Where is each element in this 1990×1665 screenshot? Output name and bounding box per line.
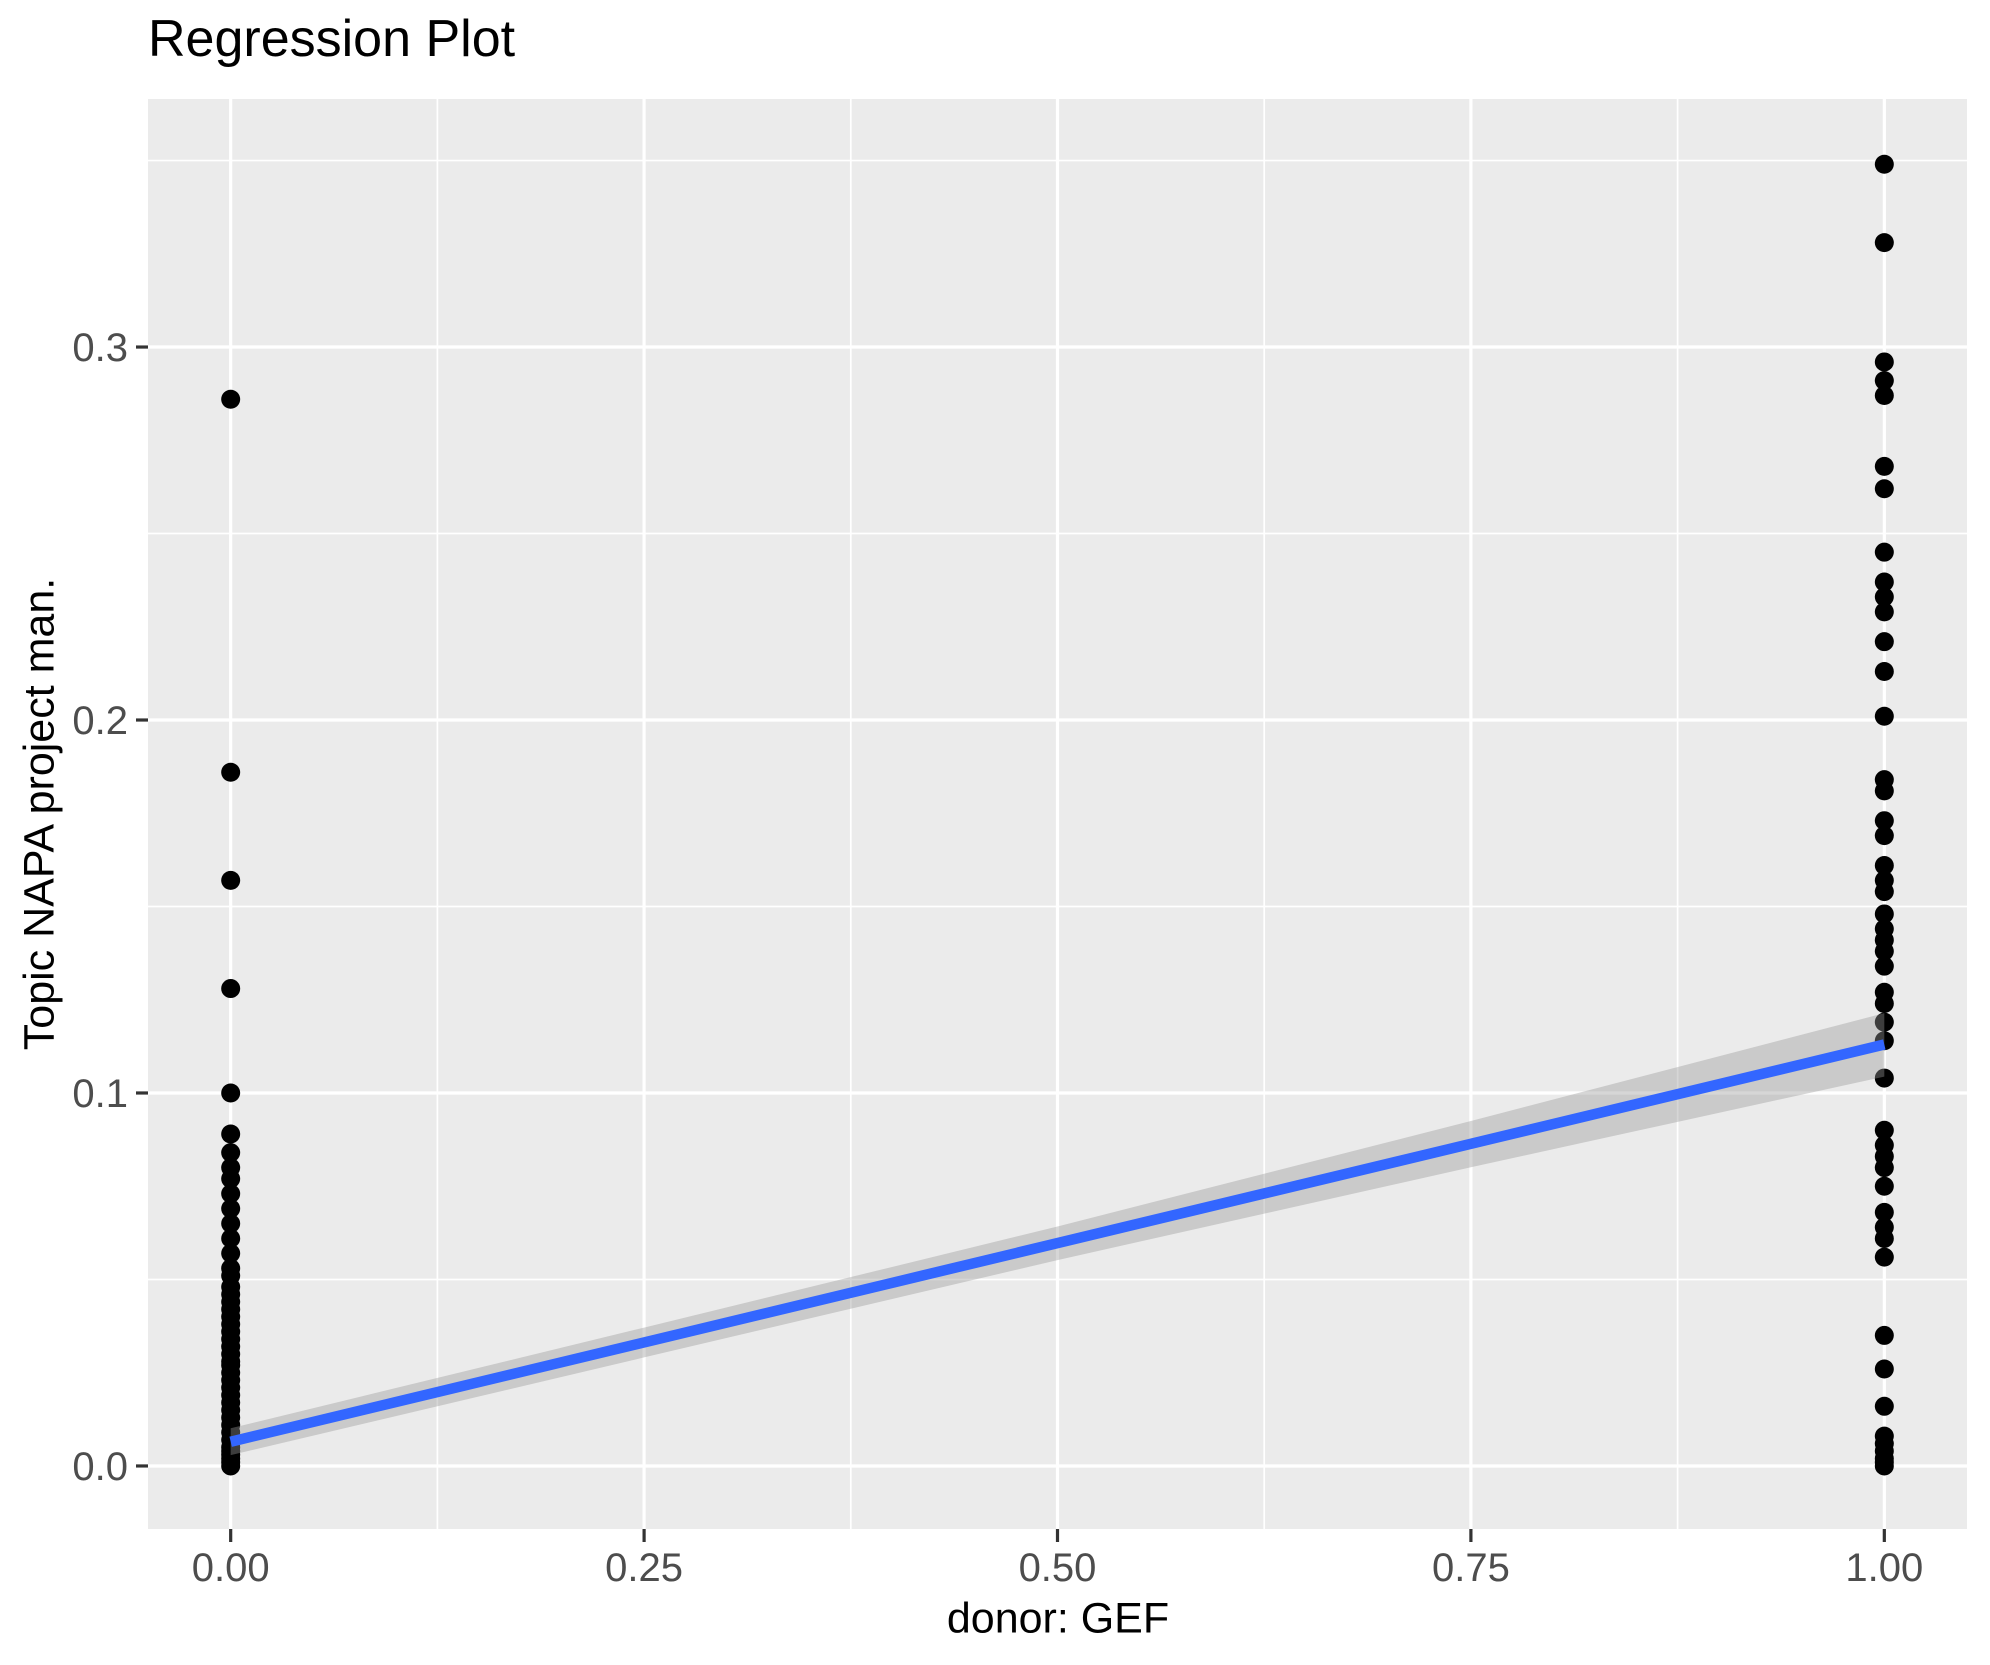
data-point bbox=[1874, 1325, 1894, 1345]
data-point bbox=[1874, 941, 1894, 961]
data-point bbox=[221, 1143, 241, 1163]
x-tick-label: 0.75 bbox=[1432, 1546, 1510, 1590]
data-point bbox=[1874, 1120, 1894, 1140]
data-point bbox=[221, 762, 241, 782]
data-point bbox=[221, 1243, 241, 1263]
data-point bbox=[1874, 1202, 1894, 1222]
data-point bbox=[1874, 456, 1894, 476]
data-point bbox=[1874, 352, 1894, 372]
data-point bbox=[1874, 826, 1894, 846]
regression-line bbox=[229, 1039, 1886, 1447]
data-point bbox=[1874, 662, 1894, 682]
data-point bbox=[1874, 1456, 1894, 1476]
data-point bbox=[1874, 154, 1894, 174]
data-point bbox=[221, 870, 241, 890]
data-point bbox=[221, 1169, 241, 1189]
data-point bbox=[1874, 1396, 1894, 1416]
data-point bbox=[1874, 1228, 1894, 1248]
data-point bbox=[1874, 993, 1894, 1013]
data-point bbox=[221, 389, 241, 409]
data-point bbox=[221, 1228, 241, 1248]
plot-title: Regression Plot bbox=[148, 10, 516, 68]
data-point bbox=[1874, 632, 1894, 652]
y-tick-label: 0.0 bbox=[72, 1445, 128, 1489]
data-point bbox=[1874, 882, 1894, 902]
y-tick-label: 0.2 bbox=[72, 699, 128, 743]
data-point bbox=[1874, 1012, 1894, 1032]
y-axis-title: Topic NAPA project man. bbox=[15, 577, 64, 1051]
data-point bbox=[1874, 572, 1894, 592]
data-point bbox=[221, 979, 241, 999]
y-tick-label: 0.3 bbox=[72, 326, 128, 370]
data-point bbox=[1874, 479, 1894, 499]
data-point bbox=[1874, 233, 1894, 253]
data-point bbox=[221, 1083, 241, 1103]
data-point bbox=[1874, 1359, 1894, 1379]
data-point bbox=[221, 1124, 241, 1144]
data-point bbox=[1874, 542, 1894, 562]
data-point bbox=[1874, 811, 1894, 831]
x-axis-title: donor: GEF bbox=[946, 1594, 1170, 1643]
data-point bbox=[1874, 1068, 1894, 1088]
data-point bbox=[1874, 371, 1894, 391]
data-point bbox=[1874, 1158, 1894, 1178]
data-point bbox=[221, 1214, 241, 1234]
data-point bbox=[221, 1184, 241, 1204]
x-tick-label: 0.25 bbox=[605, 1546, 683, 1590]
data-point bbox=[1874, 602, 1894, 622]
data-point bbox=[1874, 904, 1894, 924]
data-point bbox=[1874, 1176, 1894, 1196]
data-point bbox=[1874, 956, 1894, 976]
data-point bbox=[221, 1456, 241, 1476]
x-tick-label: 0.00 bbox=[192, 1546, 270, 1590]
data-point bbox=[1874, 781, 1894, 801]
data-point bbox=[1874, 587, 1894, 607]
data-point bbox=[1874, 855, 1894, 875]
x-tick-label: 1.00 bbox=[1845, 1546, 1923, 1590]
x-tick-label: 0.50 bbox=[1019, 1546, 1097, 1590]
data-point bbox=[1874, 706, 1894, 726]
y-tick-label: 0.1 bbox=[72, 1072, 128, 1116]
data-point bbox=[1874, 1247, 1894, 1267]
data-point bbox=[221, 1199, 241, 1219]
data-point bbox=[1874, 386, 1894, 406]
